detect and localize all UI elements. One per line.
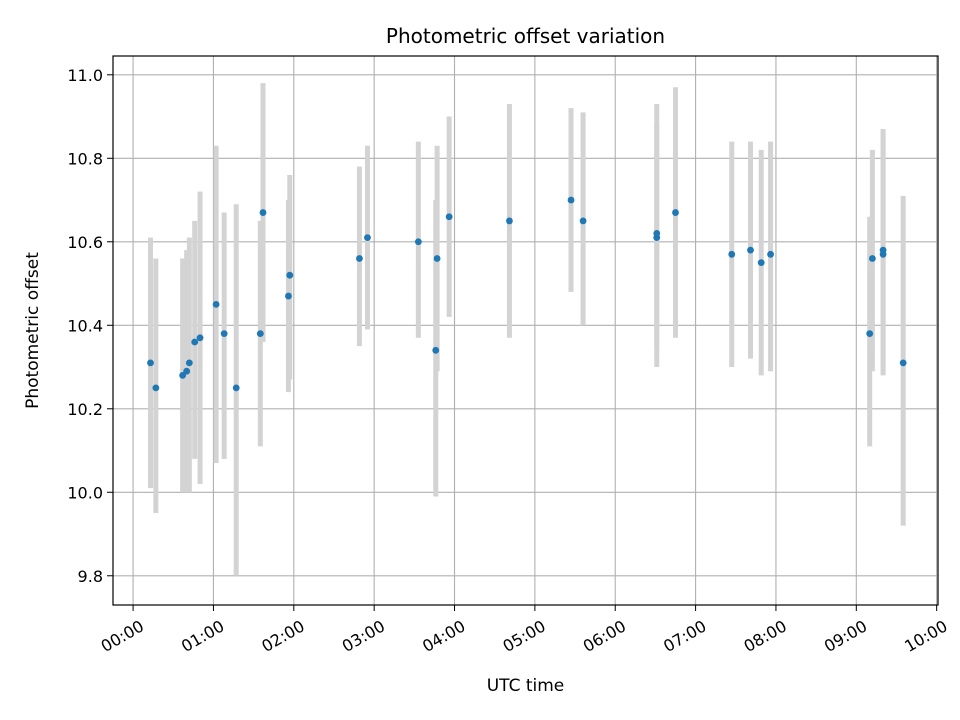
data-point — [147, 359, 154, 367]
error-bars — [148, 83, 906, 576]
y-tick-label: 10.0 — [67, 483, 103, 502]
x-tick-label: 05:00 — [499, 616, 548, 656]
data-point — [868, 255, 876, 262]
y-tick-label: 10.8 — [67, 149, 103, 168]
x-tick-label: 02:00 — [258, 616, 307, 656]
x-axis-ticks: 00:00 01:00 02:00 03:00 04:00 05:00 06:00 07:00… — [98, 605, 951, 656]
data-point — [196, 334, 204, 342]
data-point — [899, 359, 907, 367]
x-tick-label: 06:00 — [580, 616, 629, 656]
data-point — [356, 255, 363, 262]
data-point — [728, 250, 736, 258]
data-point — [866, 330, 874, 338]
x-tick-label: 09:00 — [821, 616, 870, 656]
x-tick-label: 07:00 — [660, 616, 709, 656]
data-point — [757, 259, 765, 267]
data-point — [212, 301, 220, 308]
data-point — [414, 238, 422, 246]
x-tick-label: 01:00 — [178, 616, 227, 656]
data-point — [747, 246, 754, 254]
y-axis-ticks: 9.8 10.0 10.2 10.4 10.6 10.8 11.0 — [67, 66, 113, 586]
y-tick-label: 11.0 — [67, 66, 103, 85]
x-axis-label: UTC time — [487, 676, 565, 696]
data-point — [879, 246, 887, 254]
data-point — [259, 209, 267, 216]
data-point — [185, 359, 193, 367]
plot-area-frame — [112, 55, 939, 606]
data-points — [147, 196, 907, 392]
data-point — [445, 213, 453, 221]
data-point — [433, 255, 441, 262]
data-point — [506, 217, 513, 225]
data-point — [286, 271, 294, 279]
data-point — [183, 367, 191, 375]
data-point — [567, 196, 575, 204]
data-point — [220, 330, 228, 338]
x-tick-label: 00:00 — [98, 616, 147, 656]
data-point — [285, 292, 292, 300]
y-axis-label: Photometric offset — [23, 252, 43, 409]
data-point — [653, 230, 661, 237]
data-point — [152, 384, 160, 392]
x-tick-label: 10:00 — [901, 616, 950, 656]
data-point — [232, 384, 240, 392]
y-tick-label: 9.8 — [78, 567, 103, 586]
data-point — [432, 346, 440, 354]
y-tick-label: 10.4 — [67, 316, 103, 335]
chart-title: Photometric offset variation — [386, 24, 665, 48]
data-point — [191, 338, 199, 346]
data-point — [364, 234, 371, 242]
x-tick-label: 04:00 — [419, 616, 468, 656]
data-point — [256, 330, 264, 338]
y-tick-label: 10.2 — [67, 400, 103, 419]
data-point — [767, 250, 774, 258]
x-tick-label: 03:00 — [339, 616, 388, 656]
x-tick-label: 08:00 — [741, 616, 790, 656]
data-point — [579, 217, 587, 225]
data-point — [672, 209, 679, 216]
grid — [113, 56, 938, 605]
y-tick-label: 10.6 — [67, 233, 103, 252]
